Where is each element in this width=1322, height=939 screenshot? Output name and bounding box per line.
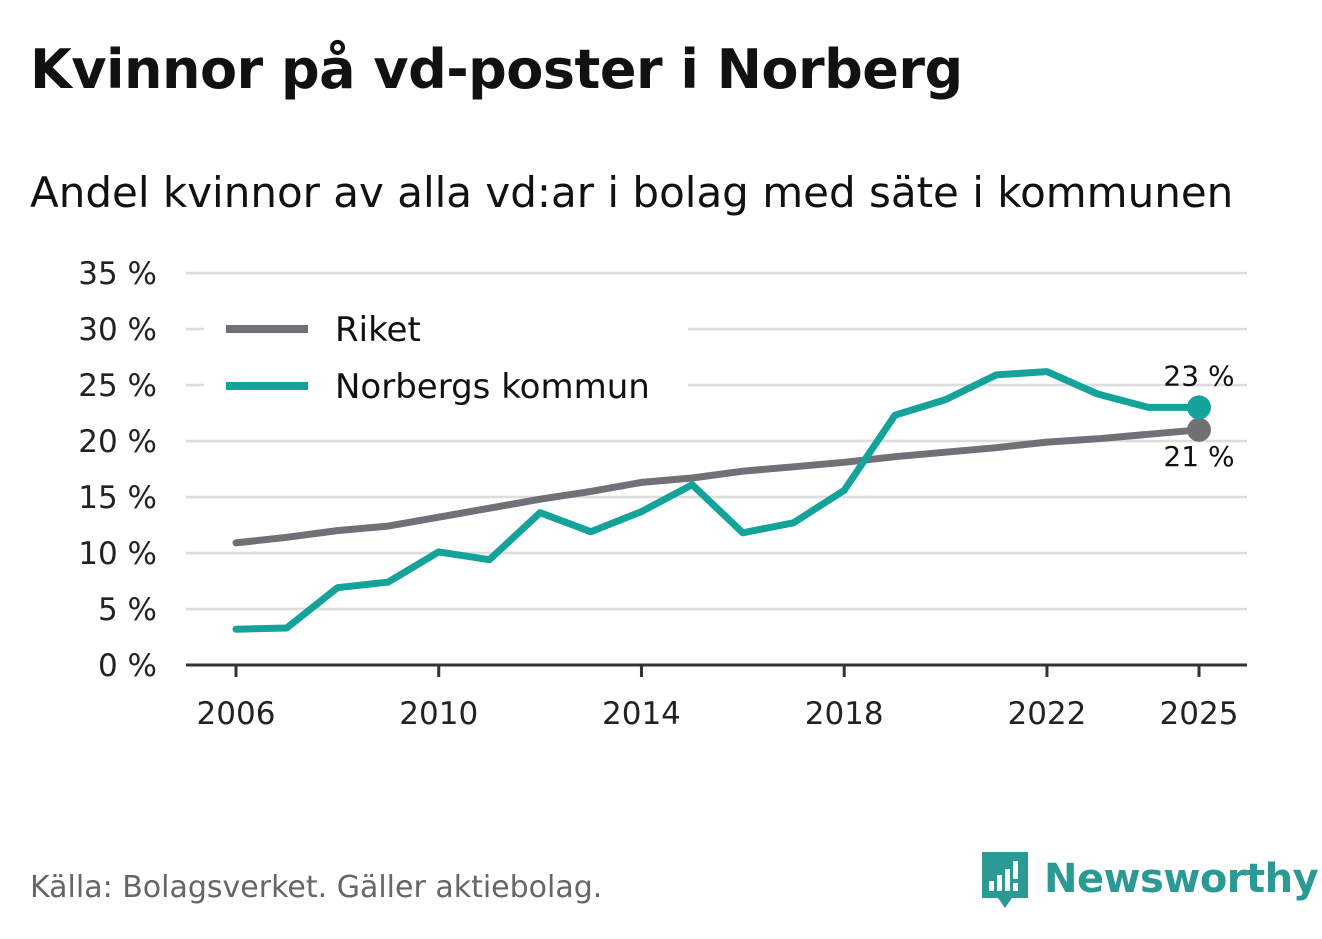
norberg-end-point [1187,395,1211,420]
y-tick-label: 35 % [78,256,157,292]
legend-label: Norbergs kommun [335,367,650,407]
riket-line [232,426,1203,547]
norberg-end-label: 23 % [1163,359,1234,392]
y-tick-label: 30 % [78,312,157,348]
chart-title: Kvinnor på vd-poster i Norberg [30,38,963,101]
riket-end-label: 21 % [1163,440,1234,473]
legend-background [204,300,688,418]
newsworthy-logo-icon [982,852,1028,908]
legend-label: Riket [335,310,421,350]
y-axis-ticks: 0 % 5 % 10 % 15 % 20 % 25 % 30 % 35 % [78,256,157,684]
y-tick-label: 15 % [78,480,157,516]
y-tick-label: 5 % [98,592,157,628]
x-tick-label: 2025 [1160,696,1239,732]
legend-item-riket: Riket [226,310,421,350]
x-axis: 2006 2010 2014 2018 2022 2025 [186,663,1247,732]
brand-name: Newsworthy [1044,856,1319,902]
riket-end-point [1187,417,1211,442]
end-points: 21 % 23 % [1163,359,1234,472]
norberg-line [232,368,1203,633]
y-tick-label: 10 % [78,536,157,572]
source-note: Källa: Bolagsverket. Gäller aktiebolag. [30,870,603,905]
legend: Riket Norbergs kommun [204,300,688,418]
line-chart: 0 %5 %10 %15 %20 %25 %30 %35 % 2006 2010 2… [78,256,1247,732]
brand-logo: Newsworthy [980,848,1319,910]
y-tick-label: 25 % [78,368,157,404]
x-tick-label: 2022 [1007,696,1086,732]
legend-item-norberg: Norbergs kommun [226,367,650,407]
x-tick-label: 2006 [197,696,276,732]
x-tick-label: 2010 [399,696,478,732]
series-lines [232,368,1203,633]
x-tick-label: 2018 [805,696,884,732]
x-tick-label: 2014 [602,696,681,732]
y-tick-label: 20 % [78,424,157,460]
chart-subtitle: Andel kvinnor av alla vd:ar i bolag med … [30,168,1234,217]
y-tick-label: 0 % [98,648,157,684]
